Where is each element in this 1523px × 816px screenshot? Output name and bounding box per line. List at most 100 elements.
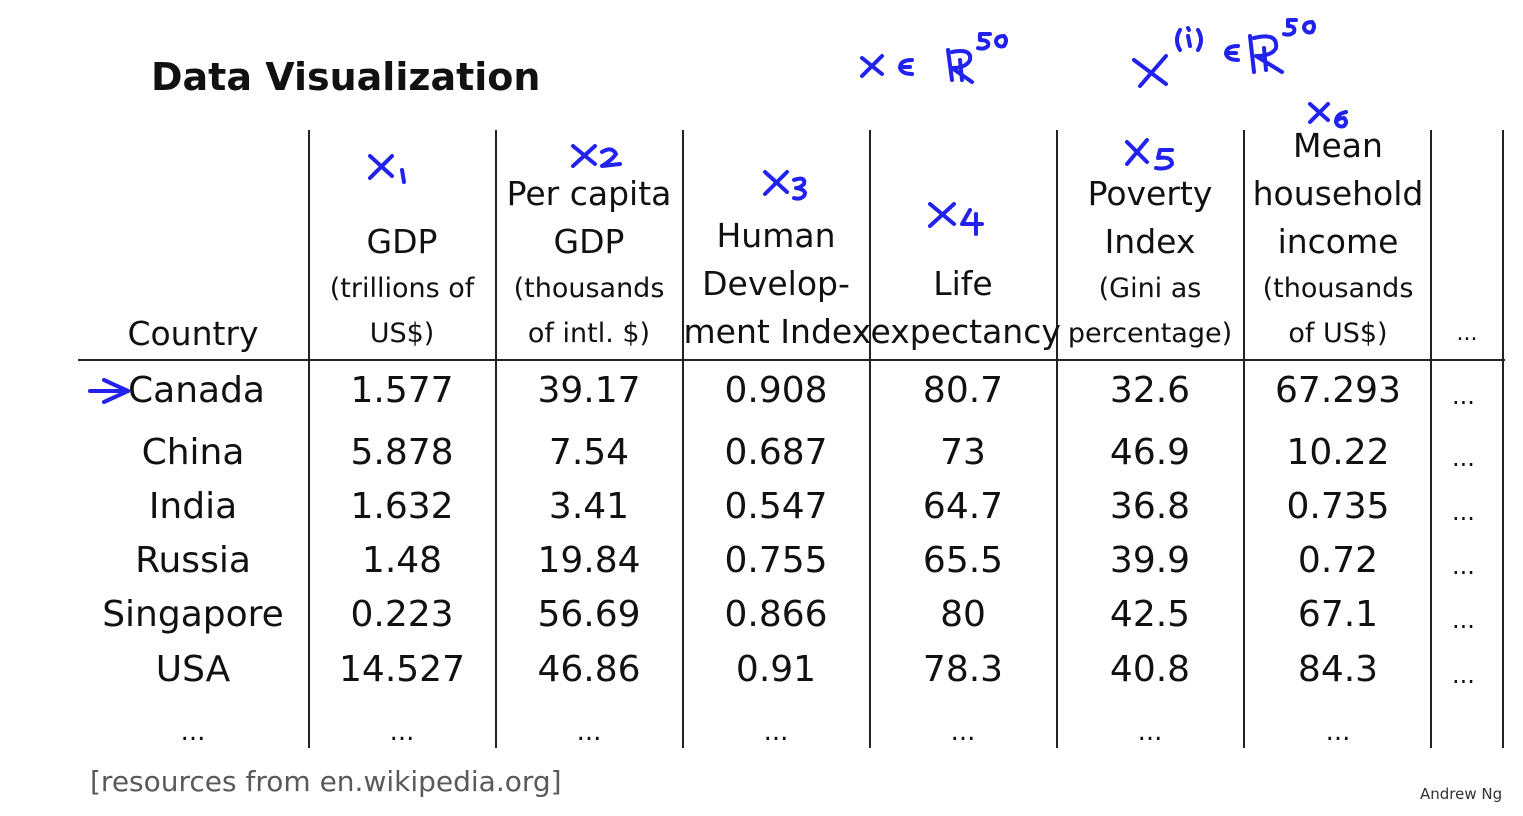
value-cell: 36.8 [1109,486,1191,527]
ellipsis-cell: ... [1452,552,1475,580]
value-cell: ... [1325,717,1351,747]
column-header-subline: (thousands [513,273,665,304]
value-cell: 1.48 [361,540,443,581]
value-cell: ... [389,717,415,747]
column-header-subline: (thousands [1262,273,1414,304]
country-cell: ... [180,717,206,747]
ink-arrow-canada [88,378,130,404]
column-header-subline: of intl. $) [527,318,651,349]
column-header-line: GDP [366,222,438,261]
value-cell: ... [950,717,976,747]
value-cell: 0.735 [1286,486,1390,527]
value-cell: 0.91 [735,649,817,690]
column-header-line: Life [933,264,993,303]
value-cell: 0.755 [724,540,828,581]
value-cell: 39.17 [537,370,641,411]
value-cell: 10.22 [1286,432,1390,473]
value-cell: 40.8 [1109,649,1191,690]
value-cell: 39.9 [1109,540,1191,581]
value-cell: 73 [940,432,986,473]
value-cell: 46.86 [537,649,641,690]
column-header-line: Per capita [506,174,672,213]
value-cell: 80.7 [922,370,1004,411]
column-header-line: income [1277,222,1399,261]
value-cell: 46.9 [1109,432,1191,473]
ellipsis-cell: ... [1452,661,1475,689]
ellipsis-cell: ... [1452,444,1475,472]
column-header-line: expectancy [870,312,1061,351]
value-cell: ... [1137,717,1163,747]
country-cell: China [141,432,245,473]
column-header-line: Develop- [702,264,850,303]
column-header-subline: (Gini as [1098,273,1202,304]
value-cell: 78.3 [922,649,1004,690]
value-cell: 1.632 [350,486,454,527]
ink-label-x5 [1125,138,1174,171]
value-cell: ... [576,717,602,747]
ink-label-x4 [928,202,984,236]
value-cell: 80 [940,594,986,635]
column-header: ... [1432,311,1502,356]
value-cell: ... [763,717,789,747]
value-cell: 0.72 [1297,540,1379,581]
value-cell: 0.866 [724,594,828,635]
column-header-subline: US$) [369,318,435,349]
ink-label-x3 [763,170,807,201]
value-cell: 14.527 [339,649,465,690]
column-header-subline: ... [1456,321,1478,346]
column-header-line: Mean [1293,126,1383,165]
value-cell: 0.908 [724,370,828,411]
column-header-line: Poverty [1087,174,1213,213]
country-cell: Canada [128,370,265,411]
column-header-subline: Country [127,314,259,353]
ink-label-x1 [368,154,406,184]
value-cell: 5.878 [350,432,454,473]
column-header-subline: of US$) [1288,318,1388,349]
value-cell: 56.69 [537,594,641,635]
column-header-line: household [1252,174,1424,213]
value-cell: 0.547 [724,486,828,527]
ink-formula-2 [1132,18,1316,88]
value-cell: 1.577 [350,370,454,411]
column-header: Country [83,311,303,356]
country-cell: USA [155,649,231,690]
column-header: Human Develop-ment Index [683,212,872,356]
source-note: [resources from en.wikipedia.org] [90,765,562,798]
value-cell: 64.7 [922,486,1004,527]
value-cell: 67.293 [1275,370,1401,411]
country-cell: India [148,486,238,527]
country-cell: Singapore [102,594,284,635]
column-header-line: Index [1104,222,1196,261]
value-cell: 42.5 [1109,594,1191,635]
column-header: Life expectancy [870,260,1061,356]
slide-title: Data Visualization [151,55,541,99]
ellipsis-cell: ... [1452,498,1475,526]
column-header-subline: percentage) [1067,318,1233,349]
value-cell: 3.41 [548,486,630,527]
column-header: Mean household income (thousands of US$) [1246,122,1431,356]
value-cell: 32.6 [1109,370,1191,411]
ink-label-x2 [571,144,622,168]
ellipsis-cell: ... [1452,606,1475,634]
column-header: GDP (trillions of US$) [310,218,495,356]
column-header-line: ment Index [683,312,872,351]
ink-formula-1 [860,32,1008,84]
country-cell: Russia [135,540,251,581]
value-cell: 7.54 [548,432,630,473]
value-cell: 0.687 [724,432,828,473]
column-header-subline: (trillions of [329,273,475,304]
value-cell: 65.5 [922,540,1004,581]
column-header-line: Human [716,216,836,255]
column-header-line: GDP [553,222,625,261]
value-cell: 67.1 [1297,594,1379,635]
value-cell: 19.84 [537,540,641,581]
column-header: Poverty Index (Gini as percentage) [1058,170,1243,356]
value-cell: 84.3 [1297,649,1379,690]
column-header: Per capita GDP (thousands of intl. $) [497,170,682,356]
author-credit: Andrew Ng [1420,785,1503,803]
ellipsis-cell: ... [1452,382,1475,410]
ink-label-x6 [1308,102,1348,129]
value-cell: 0.223 [350,594,454,635]
